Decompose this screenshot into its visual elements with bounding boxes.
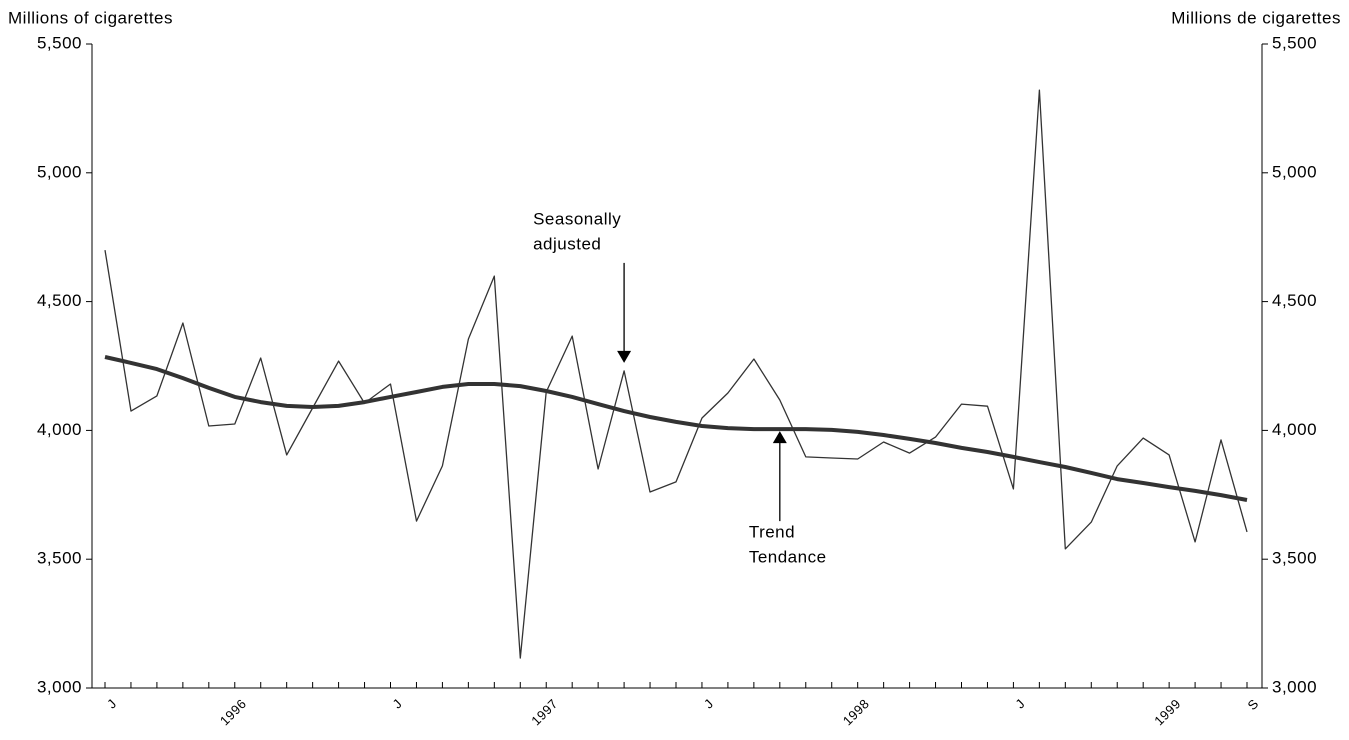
y2-axis-label: Millions de cigarettes: [1171, 8, 1341, 27]
y-tick-label: 3,500: [37, 549, 82, 568]
x-tick-label: J: [104, 696, 120, 712]
y2-tick-label: 3,500: [1272, 549, 1317, 568]
x-tick-label: 1998: [840, 696, 872, 728]
x-tick-label: 1996: [217, 696, 249, 728]
y-tick-label: 5,000: [37, 162, 82, 181]
annotation-text: Trend: [749, 523, 795, 542]
y2-tick-label: 4,000: [1272, 420, 1317, 439]
arrow-head: [772, 431, 787, 444]
seasonal-line: [104, 89, 1248, 659]
y-tick-label: 5,500: [37, 33, 82, 52]
x-tick-label: J: [389, 696, 405, 712]
x-tick-label: J: [1012, 696, 1028, 712]
x-tick-label: 1997: [528, 696, 560, 728]
x-tick-label: S: [1244, 696, 1261, 713]
y-axis-label: Millions of cigarettes: [8, 8, 173, 27]
y-tick-label: 3,000: [37, 677, 82, 696]
trend-line: [104, 355, 1248, 502]
y2-tick-label: 5,000: [1272, 162, 1317, 181]
y2-tick-label: 3,000: [1272, 677, 1317, 696]
y2-tick-label: 4,500: [1272, 291, 1317, 310]
x-tick-label: 1999: [1151, 696, 1183, 728]
annotation-text: Tendance: [749, 548, 827, 567]
annotation-text: Seasonally: [533, 209, 621, 228]
y2-tick-label: 5,500: [1272, 33, 1317, 52]
x-tick-label: J: [701, 696, 717, 712]
arrow-head: [617, 350, 632, 363]
y-tick-label: 4,000: [37, 420, 82, 439]
y-tick-label: 4,500: [37, 291, 82, 310]
annotation-text: adjusted: [533, 234, 601, 253]
